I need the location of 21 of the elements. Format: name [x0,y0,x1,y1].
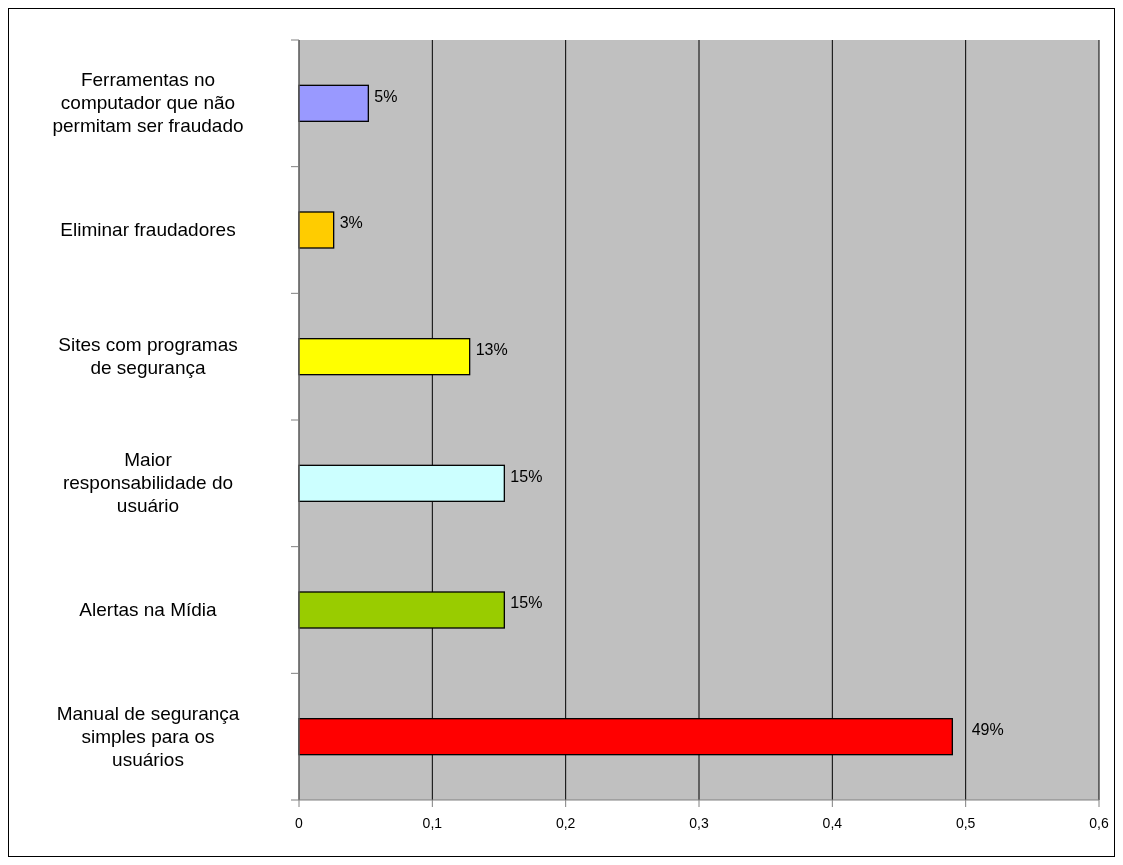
x-tick-label: 0,3 [689,815,709,831]
x-tick-label: 0,4 [822,815,843,831]
bar [298,211,335,249]
y-tick-label: Ferramentas no computador que não permitam ser fraudado [52,69,244,137]
x-tick-label: 0,2 [555,815,576,831]
x-tick-label: 0,1 [422,815,443,831]
data-label: 3% [339,214,363,232]
y-tick-label: Maior responsabilidade do usuário [62,449,234,517]
data-label: 49% [971,720,1004,738]
y-tick-label: Manual de segurança simples para os usuários [56,702,240,770]
data-label: 5% [374,87,398,105]
data-label: 15% [510,594,543,612]
y-tick-label: Eliminar fraudadores [60,219,236,240]
x-tick-label: 0 [295,815,304,831]
x-tick-label: 0,5 [955,815,976,831]
y-tick-label: Alertas na Mídia [79,599,218,620]
y-tick-label: Sites com programas de segurança [58,334,238,379]
data-label: 13% [475,340,508,358]
bar [298,84,369,122]
x-tick-label: 0,6 [1089,815,1109,831]
data-label: 15% [510,467,543,485]
